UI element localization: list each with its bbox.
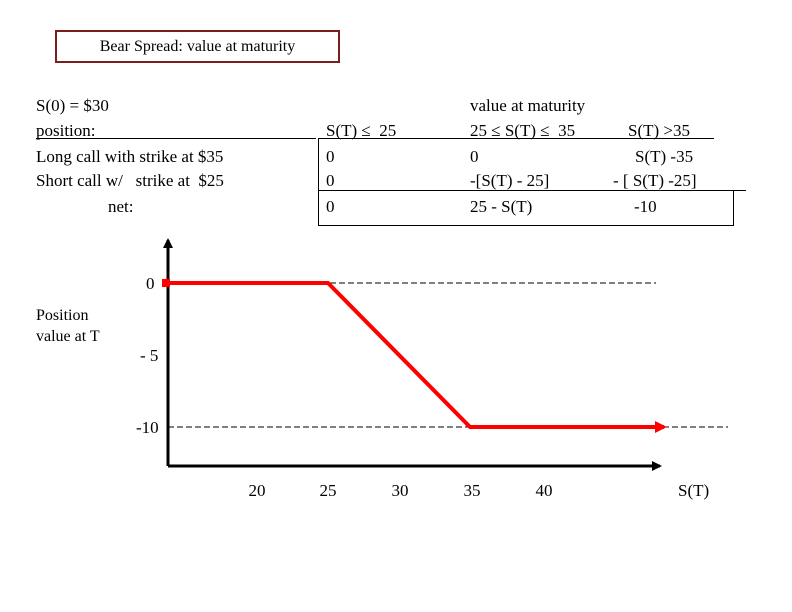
x-tick-label: 35 (464, 481, 481, 500)
slide-title: Bear Spread: value at maturity (55, 30, 340, 63)
table-cell: 0 (470, 147, 479, 166)
short-call-text: Short call w/ strike at $25 (36, 171, 224, 190)
table-bottom-border (318, 225, 733, 226)
table-header-underline (318, 138, 714, 139)
table-cell: -[S(T) - 25] (470, 171, 550, 190)
payoff-start-marker (162, 279, 170, 287)
x-tick-label: 40 (536, 481, 553, 500)
position-underline (36, 138, 316, 139)
net-label: net: (108, 197, 134, 216)
y-axis-label: Position value at T (36, 307, 100, 345)
spot-price: S(0) = $30 (36, 96, 109, 115)
x-axis-label: S(T) (678, 481, 709, 500)
x-tick-label: 20 (249, 481, 266, 500)
table-cell: -10 (634, 197, 657, 216)
table-cell: 0 (326, 147, 335, 166)
x-tick-label: 30 (392, 481, 409, 500)
y-axis-label-line2: value at T (36, 328, 100, 345)
y-tick-label: 0 (146, 274, 155, 293)
table-cell: - [ S(T) -25] (613, 171, 697, 190)
table-right-border (733, 190, 734, 226)
table-cell: S(T) -35 (635, 147, 694, 166)
table-col2-header: 25 ≤ S(T) ≤ 35 (470, 121, 576, 140)
payoff-series-line (164, 281, 667, 433)
table-cell: 25 - S(T) (470, 197, 533, 216)
table-net-line (318, 190, 746, 191)
table-cell: 0 (326, 197, 335, 216)
y-tick-label: -10 (136, 418, 159, 437)
table-cell: 0 (326, 171, 335, 190)
table-col3-header: S(T) >35 (628, 121, 690, 140)
table-left-border (318, 138, 319, 226)
position-label: position: (36, 121, 96, 140)
x-tick-label: 25 (320, 481, 337, 500)
long-call-text: Long call with strike at $35 (36, 147, 224, 166)
table-col1-header: S(T) ≤ 25 (326, 121, 397, 140)
y-tick-label: - 5 (140, 346, 158, 365)
y-axis-label-line1: Position (36, 307, 88, 324)
table-group-header: value at maturity (470, 96, 586, 115)
